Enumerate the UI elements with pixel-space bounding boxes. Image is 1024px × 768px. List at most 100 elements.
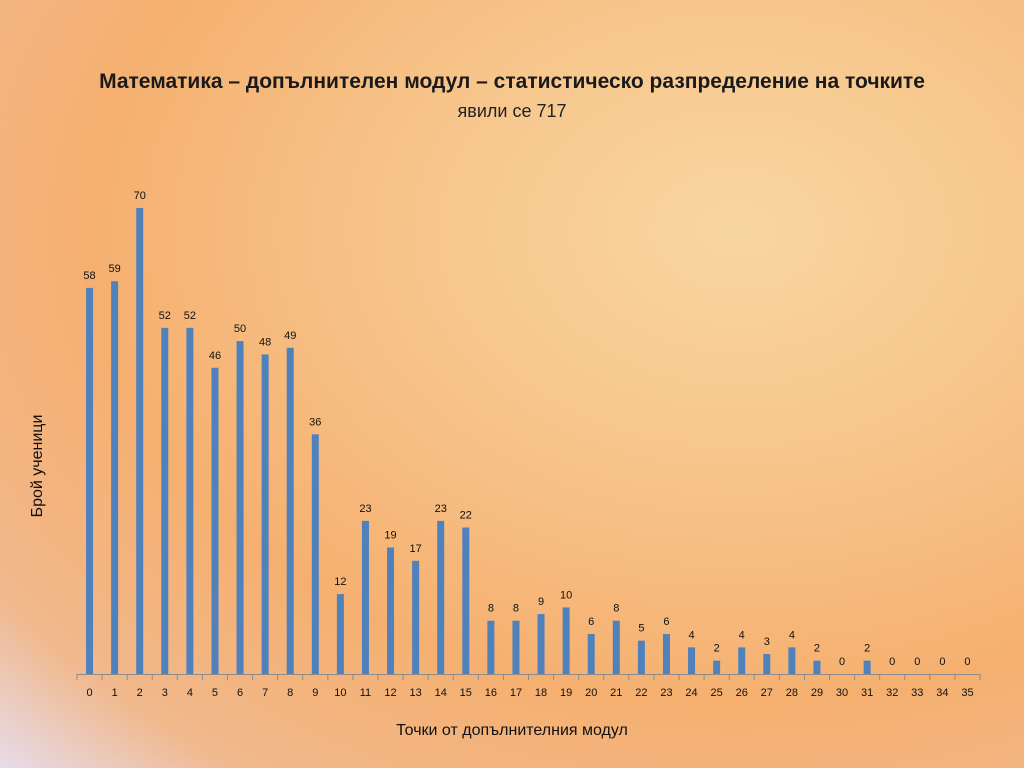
x-tick-label: 24 (685, 687, 697, 699)
x-tick-label: 30 (836, 687, 848, 699)
data-label: 19 (384, 530, 396, 542)
data-label: 2 (714, 643, 720, 655)
chart-title: Математика – допълнителен модул – статис… (99, 70, 925, 93)
bar (336, 594, 344, 674)
data-label: 3 (764, 636, 770, 648)
bar (211, 367, 219, 674)
data-label: 58 (83, 270, 95, 282)
data-label: 12 (334, 576, 346, 588)
data-label: 0 (889, 656, 895, 668)
data-label: 0 (964, 656, 970, 668)
bar (813, 660, 821, 674)
x-tick-label: 21 (610, 687, 622, 699)
x-tick-label: 9 (312, 687, 318, 699)
data-label: 4 (789, 629, 795, 641)
x-tick-label: 11 (360, 687, 371, 699)
data-label: 36 (309, 416, 321, 428)
x-tick-label: 0 (86, 687, 92, 699)
bar (311, 434, 319, 674)
x-tick-label: 1 (112, 687, 118, 699)
data-label: 6 (663, 616, 669, 628)
x-tick-label: 18 (535, 687, 547, 699)
data-label: 4 (688, 629, 694, 641)
x-tick-label: 13 (410, 687, 422, 699)
bar (437, 520, 445, 674)
x-tick-label: 19 (560, 687, 572, 699)
bar (688, 647, 696, 674)
bar (587, 634, 595, 674)
data-label: 59 (109, 263, 121, 275)
bar (412, 560, 420, 674)
bar (537, 614, 545, 674)
data-label: 2 (814, 643, 820, 655)
bar (662, 634, 670, 674)
bar (387, 547, 395, 674)
data-label: 70 (134, 190, 146, 202)
x-tick-label: 33 (911, 687, 923, 699)
data-label: 9 (538, 596, 544, 608)
bar (111, 281, 119, 674)
x-tick-label: 27 (761, 687, 773, 699)
bar (161, 327, 169, 674)
data-label: 8 (613, 603, 619, 615)
x-tick-label: 35 (961, 687, 973, 699)
x-tick-label: 6 (237, 687, 243, 699)
data-label: 2 (864, 643, 870, 655)
x-tick-label: 16 (485, 687, 497, 699)
x-tick-label: 4 (187, 687, 193, 699)
data-label: 17 (410, 543, 422, 555)
bar (186, 327, 194, 674)
x-tick-label: 8 (287, 687, 293, 699)
x-tick-label: 14 (435, 687, 447, 699)
x-axis-label: Точки от допълнителния модул (396, 722, 628, 739)
x-tick-label: 28 (786, 687, 798, 699)
data-label: 52 (184, 310, 196, 322)
bar (738, 647, 746, 674)
bar (86, 287, 94, 674)
x-tick-label: 20 (585, 687, 597, 699)
x-tick-label: 32 (886, 687, 898, 699)
data-label: 8 (488, 603, 494, 615)
bar (637, 640, 645, 674)
data-label: 52 (159, 310, 171, 322)
x-tick-label: 22 (635, 687, 647, 699)
data-label: 0 (939, 656, 945, 668)
x-tick-label: 23 (660, 687, 672, 699)
x-tick-label: 12 (384, 687, 396, 699)
x-tick-label: 31 (861, 687, 873, 699)
bar (236, 341, 244, 674)
x-tick-label: 7 (262, 687, 268, 699)
data-label: 0 (839, 656, 845, 668)
data-label: 23 (435, 503, 447, 515)
bar (713, 660, 721, 674)
x-tick-label: 25 (711, 687, 723, 699)
data-label: 10 (560, 589, 572, 601)
data-label: 0 (914, 656, 920, 668)
bar (562, 607, 570, 674)
data-label: 5 (638, 623, 644, 635)
data-label: 6 (588, 616, 594, 628)
data-label: 23 (359, 503, 371, 515)
x-tick-label: 15 (460, 687, 472, 699)
bar (487, 620, 495, 674)
bar (361, 520, 369, 674)
data-label: 4 (739, 629, 745, 641)
data-label: 48 (259, 336, 271, 348)
data-label: 50 (234, 323, 246, 335)
bar (788, 647, 796, 674)
x-tick-label: 29 (811, 687, 823, 699)
bar (286, 347, 294, 674)
data-label: 22 (460, 510, 472, 522)
data-label: 8 (513, 603, 519, 615)
bar (462, 527, 470, 674)
data-label: 49 (284, 330, 296, 342)
x-tick-label: 2 (137, 687, 143, 699)
x-tick-label: 5 (212, 687, 218, 699)
bar (763, 654, 771, 674)
bar (863, 660, 871, 674)
bar (136, 208, 144, 674)
x-tick-label: 3 (162, 687, 168, 699)
x-tick-label: 26 (736, 687, 748, 699)
data-label: 46 (209, 350, 221, 362)
